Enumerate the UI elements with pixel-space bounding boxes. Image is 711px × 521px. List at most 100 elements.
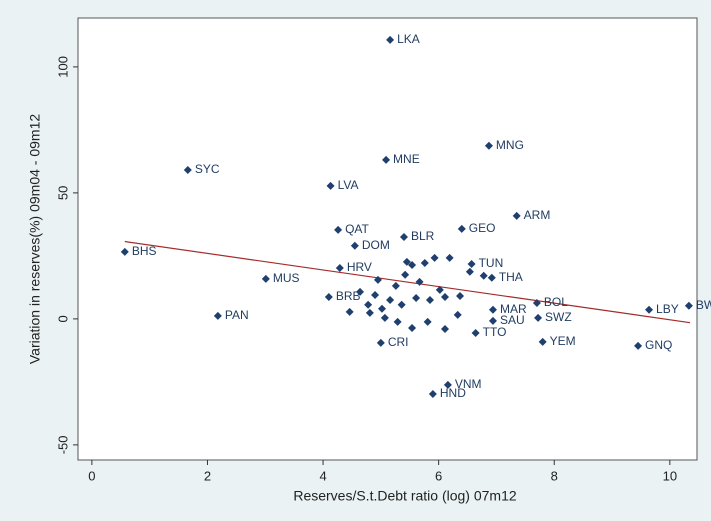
point: [415, 277, 424, 286]
point: [512, 211, 521, 220]
point: [365, 308, 374, 317]
point-label: VNM: [455, 377, 482, 391]
point: [423, 317, 432, 326]
point: [420, 258, 429, 267]
point: [408, 260, 417, 269]
point-label: MAR: [500, 302, 527, 316]
point-label: LKA: [397, 32, 420, 46]
point: [373, 275, 382, 284]
point: [213, 311, 222, 320]
point: [488, 316, 497, 325]
point: [467, 259, 476, 268]
x-tick-label: 4: [319, 468, 326, 483]
point-label: YEM: [550, 334, 576, 348]
point: [441, 324, 450, 333]
point-label: HND: [440, 386, 466, 400]
point-label: TTO: [483, 325, 507, 339]
point: [376, 338, 385, 347]
point: [465, 267, 474, 276]
x-tick-label: 0: [88, 468, 95, 483]
point-label: SAU: [500, 313, 525, 327]
point-label: ARM: [524, 208, 551, 222]
point-label: GEO: [469, 221, 496, 235]
point: [484, 141, 493, 150]
point-label: GNQ: [645, 338, 672, 352]
point: [386, 295, 395, 304]
point: [345, 307, 354, 316]
point-label: PAN: [225, 308, 249, 322]
point-label: MUS: [273, 271, 300, 285]
point: [479, 271, 488, 280]
point: [371, 290, 380, 299]
point: [456, 291, 465, 300]
point: [382, 155, 391, 164]
x-tick-label: 2: [204, 468, 211, 483]
point-label: BHS: [132, 244, 157, 258]
point: [393, 317, 402, 326]
point-label: QAT: [345, 222, 369, 236]
y-axis-label: Variation in reserves(%) 09m04 - 09m12: [27, 114, 43, 365]
point-label: LVA: [338, 178, 359, 192]
point: [397, 300, 406, 309]
point: [356, 287, 365, 296]
point: [425, 295, 434, 304]
fit-line: [124, 240, 691, 324]
point-label: HRV: [347, 260, 372, 274]
point: [534, 313, 543, 322]
point: [183, 165, 192, 174]
y-tick-label: -50: [55, 435, 70, 454]
point: [334, 225, 343, 234]
point: [324, 292, 333, 301]
point-label: THA: [499, 270, 523, 284]
point: [412, 293, 421, 302]
point: [408, 323, 417, 332]
point-label: MNE: [393, 152, 420, 166]
point: [326, 181, 335, 190]
point-label: TUN: [479, 256, 504, 270]
point: [488, 305, 497, 314]
point: [402, 257, 411, 266]
y-tick-label: 100: [55, 56, 70, 78]
point: [471, 328, 480, 337]
point: [538, 337, 547, 346]
x-tick-label: 6: [435, 468, 442, 483]
point-label: DOM: [362, 238, 390, 252]
y-tick-label: 0: [55, 315, 70, 322]
point: [443, 380, 452, 389]
point: [445, 253, 454, 262]
point: [453, 310, 462, 319]
point-label: LBY: [656, 302, 679, 316]
point: [684, 301, 693, 310]
point: [441, 292, 450, 301]
point: [401, 270, 410, 279]
point-label: MNG: [496, 138, 524, 152]
point-label: BWA: [696, 298, 711, 312]
point: [261, 274, 270, 283]
point-label: SWZ: [545, 310, 572, 324]
x-tick-label: 10: [663, 468, 677, 483]
point-label: SYC: [195, 162, 220, 176]
point: [430, 253, 439, 262]
point: [391, 281, 400, 290]
point-label: BOL: [544, 295, 568, 309]
point: [645, 305, 654, 314]
point: [120, 247, 129, 256]
point: [487, 273, 496, 282]
point: [386, 35, 395, 44]
point: [335, 263, 344, 272]
point: [435, 285, 444, 294]
point: [457, 224, 466, 233]
point: [428, 389, 437, 398]
point: [378, 304, 387, 313]
point: [634, 341, 643, 350]
point: [532, 299, 541, 308]
x-tick-label: 8: [551, 468, 558, 483]
plot-area: [77, 17, 698, 461]
point-label: BRB: [336, 289, 361, 303]
point-label: BLR: [411, 229, 435, 243]
x-axis-label: Reserves/S.t.Debt ratio (log) 07m12: [293, 488, 517, 504]
point: [399, 232, 408, 241]
point: [380, 313, 389, 322]
